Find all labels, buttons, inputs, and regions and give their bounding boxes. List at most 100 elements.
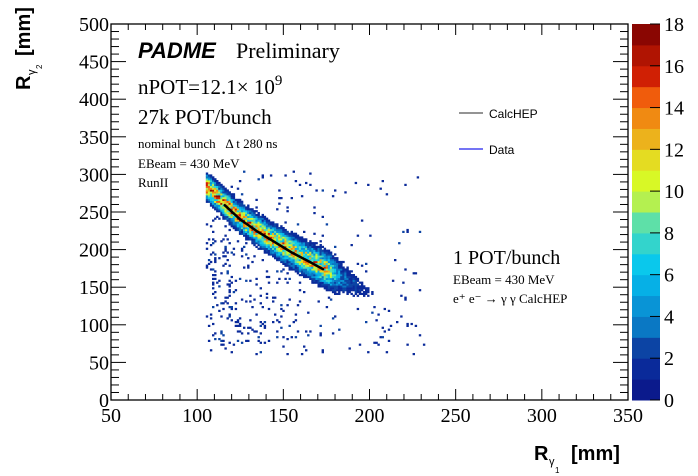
histogram-bin [292,259,295,262]
histogram-bin [311,244,314,247]
histogram-bin [228,264,231,267]
histogram-bin [263,247,267,250]
histogram-bin [305,268,308,271]
histogram-bin [224,262,227,265]
histogram-bin [205,183,209,186]
histogram-bin [334,274,337,277]
histogram-bin [284,255,287,258]
histogram-bin [218,187,221,190]
histogram-bin [245,219,248,222]
histogram-bin [232,193,236,196]
histogram-bin [294,232,298,235]
histogram-bin [212,204,215,207]
histogram-bin [286,240,289,243]
histogram-bin [311,264,314,267]
histogram-bin [216,180,219,183]
histogram-bin [290,260,293,264]
histogram-bin [303,262,306,265]
histogram-bin [282,244,285,247]
histogram-bin [265,242,269,245]
histogram-bin [282,240,285,243]
histogram-bin [317,274,320,277]
histogram-bin [352,274,355,277]
histogram-bin [230,319,233,322]
histogram-bin [245,206,248,209]
histogram-bin [286,304,289,307]
histogram-bin [216,202,219,205]
histogram-bin [292,232,295,235]
histogram-bin [300,244,304,247]
histogram-bin [212,242,215,245]
histogram-bin [298,289,302,292]
histogram-bin [230,275,233,279]
histogram-bin [263,341,267,344]
x-tick-label: 100 [182,405,212,427]
histogram-bin [296,304,300,307]
histogram-bin [214,240,217,243]
histogram-bin [228,202,231,205]
histogram-bin [290,245,293,248]
histogram-bin [319,324,322,327]
histogram-bin [303,249,306,252]
histogram-bin [216,281,219,284]
histogram-bin [212,281,215,284]
histogram-bin [205,176,209,179]
histogram-bin [218,208,221,211]
histogram-bin [253,330,256,333]
histogram-bin [234,212,238,215]
histogram-bin [282,236,285,239]
histogram-bin [222,191,225,194]
histogram-bin [207,324,211,327]
histogram-bin [251,225,254,228]
histogram-bin [257,240,260,243]
histogram-bin [230,281,233,284]
histogram-bin [209,191,213,194]
histogram-bin [298,245,302,248]
histogram-bin [334,264,337,267]
histogram-bin [238,204,242,207]
histogram-bin [321,264,324,267]
histogram-bin [313,249,316,252]
histogram-bin [400,294,403,297]
histogram-bin [286,281,289,284]
histogram-bin [290,249,293,252]
histogram-bin [346,292,349,295]
histogram-bin [292,242,295,245]
histogram-bin [209,178,213,181]
histogram-bin [391,279,395,282]
histogram-bin [216,193,219,196]
histogram-bin [406,324,409,327]
histogram-bin [342,266,345,269]
histogram-bin [278,227,281,230]
histogram-bin [323,260,327,264]
histogram-bin [216,198,219,201]
histogram-bin [212,183,215,186]
histogram-bin [261,245,264,248]
histogram-bin [261,176,264,179]
histogram-bin [240,213,244,217]
histogram-bin [259,240,262,243]
histogram-bin [294,270,298,273]
histogram-bin [218,204,221,207]
histogram-bin [220,183,223,186]
histogram-bin [245,242,248,245]
histogram-bin [251,213,254,217]
histogram-bin [303,272,306,275]
histogram-bin [207,180,211,183]
histogram-bin [212,277,215,280]
histogram-bin [234,198,238,201]
histogram-bin [209,253,213,256]
histogram-bin [327,272,331,275]
histogram-bin [340,264,343,267]
histogram-bin [309,264,312,267]
histogram-bin [212,200,215,203]
y-tick-label: 50 [89,352,109,374]
histogram-bin [325,255,329,258]
histogram-bin [365,270,368,273]
histogram-bin [418,230,422,233]
histogram-bin [344,283,347,286]
histogram-bin [209,180,213,183]
histogram-bin [317,300,320,303]
histogram-bin [255,353,258,356]
histogram-bin [259,332,262,335]
